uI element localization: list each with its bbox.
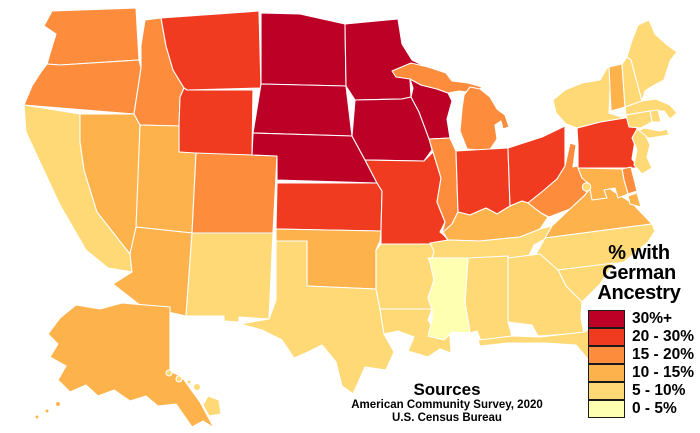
- legend-row: 20 - 30%: [588, 327, 698, 346]
- alaska-aleutian-island: [54, 400, 62, 408]
- legend-swatch: [588, 327, 625, 346]
- legend-title-line-3: Ancestry: [597, 282, 681, 304]
- legend-label: 15 - 20%: [632, 345, 695, 363]
- state-kansas: [275, 182, 383, 232]
- legend-label: 0 - 5%: [632, 399, 677, 417]
- legend: % with German Ancestry 30%+ 20 - 30% 15 - …: [580, 243, 698, 418]
- hawaii-island-kauai: [165, 369, 173, 377]
- state-georgia: [507, 253, 585, 337]
- state-south-dakota: [252, 83, 353, 137]
- state-alaska: [47, 302, 215, 429]
- legend-row: 10 - 15%: [588, 363, 698, 382]
- hawaii-island-maui: [192, 382, 202, 392]
- state-washington: [43, 7, 140, 66]
- legend-label: 20 - 30%: [632, 327, 695, 345]
- sources-block: Sources American Community Survey, 2020 …: [317, 380, 577, 424]
- legend-swatch: [588, 363, 625, 382]
- legend-swatch: [588, 381, 625, 400]
- legend-label: 10 - 15%: [632, 363, 695, 381]
- state-michigan-lower-peninsula: [459, 86, 510, 152]
- state-oregon: [23, 59, 142, 115]
- hawaii-island-oahu: [175, 375, 183, 383]
- state-virginia-eastern-shore: [627, 192, 642, 208]
- sources-line-1: American Community Survey, 2020: [351, 399, 543, 411]
- state-louisiana: [379, 308, 452, 358]
- state-new-mexico: [185, 232, 274, 323]
- state-district-of-columbia: [581, 182, 592, 192]
- legend-label: 5 - 10%: [632, 381, 686, 399]
- hawaii-island-molokai: [186, 379, 192, 385]
- legend-row: 15 - 20%: [588, 345, 698, 364]
- legend-row: 0 - 5%: [588, 399, 698, 418]
- state-alabama: [464, 255, 513, 345]
- state-connecticut: [625, 110, 653, 129]
- state-illinois: [428, 137, 459, 241]
- state-new-jersey: [631, 128, 653, 175]
- state-mississippi: [427, 257, 471, 341]
- state-north-dakota: [260, 12, 347, 87]
- legend-title-line-1: % with: [608, 242, 670, 264]
- legend-swatch: [588, 309, 625, 328]
- state-wyoming: [178, 87, 254, 156]
- sources-line-2: U.S. Census Bureau: [392, 411, 502, 424]
- legend-row: 30%+: [588, 309, 698, 328]
- state-colorado: [191, 152, 278, 234]
- sources-heading: Sources: [413, 380, 481, 399]
- state-indiana: [455, 147, 511, 216]
- alaska-aleutian-island: [34, 414, 40, 420]
- state-new-york: [552, 65, 638, 129]
- legend-swatch: [588, 345, 625, 364]
- state-maine: [626, 19, 678, 102]
- legend-title-line-2: German: [602, 262, 676, 284]
- legend-row: 5 - 10%: [588, 381, 698, 400]
- alaska-aleutian-island: [44, 408, 50, 414]
- legend-rows: 30%+ 20 - 30% 15 - 20% 10 - 15% 5 - 10% 0 - 5…: [588, 309, 698, 418]
- legend-label: 30%+: [632, 309, 673, 327]
- hawaii-island-big-island: [202, 395, 222, 417]
- legend-swatch: [588, 399, 625, 418]
- states-layer: [23, 7, 678, 429]
